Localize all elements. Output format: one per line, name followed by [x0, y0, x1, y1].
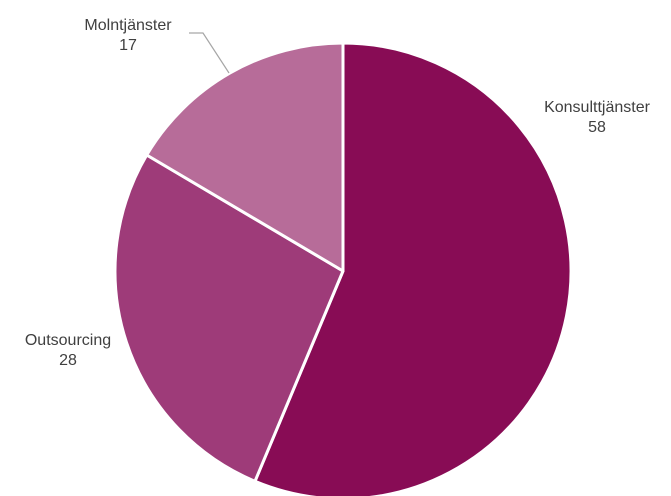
pie-slice-outsourcing	[113, 153, 345, 483]
data-label-category: Konsulttjänster	[544, 99, 651, 116]
pie-slice-konsulttjanster	[253, 41, 573, 496]
pie-slice-molntjanster	[145, 41, 345, 273]
data-labels-layer: Konsulttjänster 58 Outsourcing 28 Molntjänst…	[25, 17, 651, 369]
data-label-outsourcing: Outsourcing 28	[25, 332, 111, 369]
data-label-molntjanster: Molntjänster 17	[84, 17, 172, 54]
data-label-value: 17	[119, 37, 137, 54]
data-label-value: 58	[588, 119, 606, 136]
leader-line-molntjanster	[189, 32, 230, 74]
data-label-category: Outsourcing	[25, 332, 111, 349]
data-label-konsulttjanster: Konsulttjänster 58	[544, 99, 651, 136]
data-label-category: Molntjänster	[84, 17, 172, 34]
slices-layer	[113, 41, 573, 496]
leader-lines-layer	[189, 32, 230, 74]
data-label-value: 28	[59, 352, 77, 369]
